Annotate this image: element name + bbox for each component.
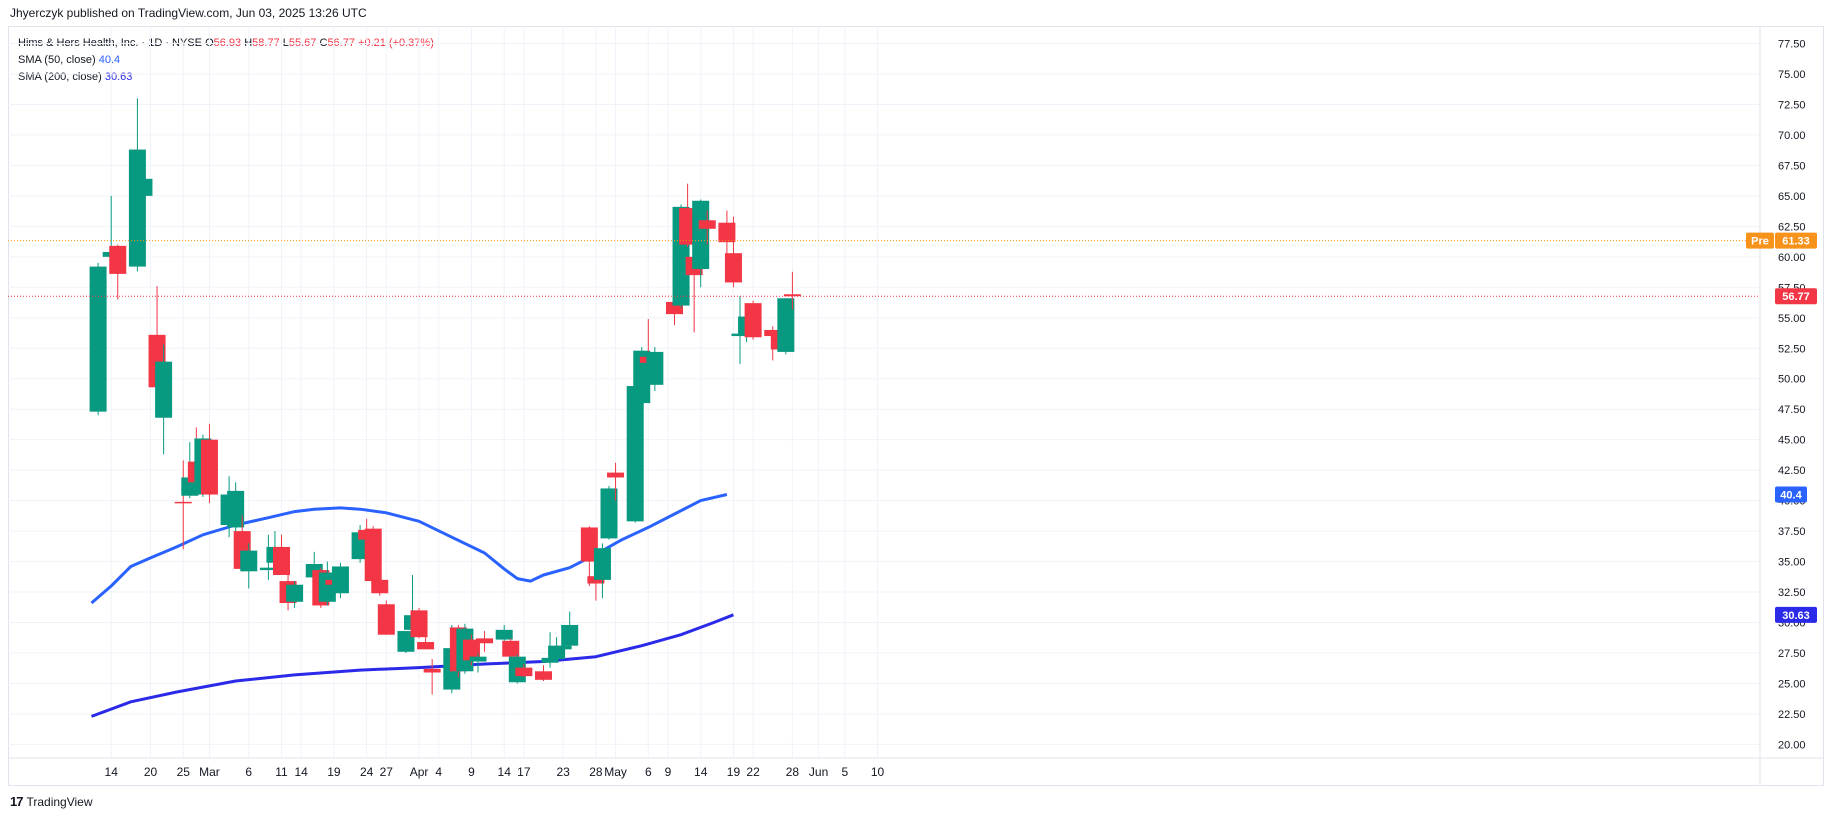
sma200-value: 30.63 bbox=[104, 71, 133, 83]
sma50-label: SMA (50, close) bbox=[18, 54, 96, 66]
sma50-value: 40.4 bbox=[98, 54, 121, 66]
ohlc-row[interactable]: Hims & Hers Health, Inc. · 1D · NYSE O56… bbox=[18, 35, 434, 52]
chart-legend: Hims & Hers Health, Inc. · 1D · NYSE O56… bbox=[18, 35, 434, 86]
tradingview-brand: TradingView bbox=[26, 794, 93, 809]
close-value: 56.77 bbox=[327, 37, 355, 49]
chart-frame bbox=[8, 26, 1824, 786]
tradingview-logo-icon: 17 bbox=[10, 794, 24, 809]
low-value: 55.67 bbox=[288, 37, 317, 49]
sma50-row[interactable]: SMA (50, close) 40.4 bbox=[18, 52, 434, 69]
sma200-row[interactable]: SMA (200, close) 30.63 bbox=[18, 69, 434, 86]
publisher-line: Jhyerczyk published on TradingView.com, … bbox=[10, 6, 367, 20]
symbol-name[interactable]: Hims & Hers Health, Inc. · 1D · NYSE bbox=[18, 37, 202, 49]
open-value: 56.93 bbox=[213, 37, 242, 49]
change-value: +0.21 (+0.37%) bbox=[358, 37, 434, 49]
tradingview-footer[interactable]: 17 TradingView bbox=[10, 794, 93, 809]
sma200-label: SMA (200, close) bbox=[18, 71, 102, 83]
high-label: H bbox=[244, 37, 253, 49]
open-label: O bbox=[205, 37, 214, 49]
high-value: 58.77 bbox=[252, 37, 280, 49]
